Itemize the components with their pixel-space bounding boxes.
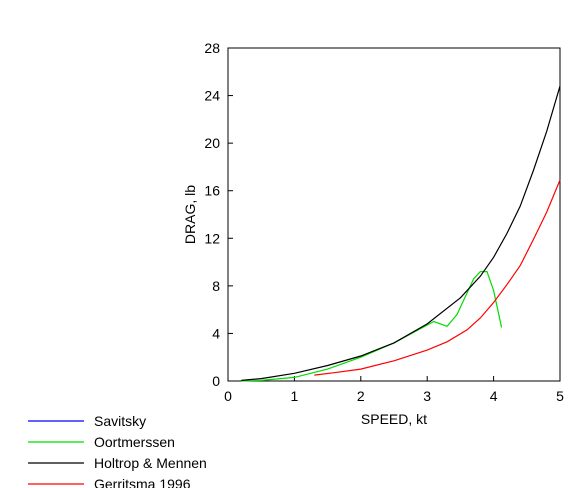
- series-lines: [241, 85, 561, 382]
- plot-border: [227, 47, 561, 382]
- y-tick-label: 24: [204, 88, 220, 104]
- x-axis-label: SPEED, kt: [361, 411, 427, 427]
- y-tick-label: 4: [212, 325, 220, 341]
- legend-label-oortmerssen: Oortmerssen: [94, 434, 175, 450]
- plot-area: [227, 47, 561, 382]
- x-tick-label: 4: [490, 388, 498, 404]
- y-tick-label: 16: [204, 183, 220, 199]
- x-tick-label: 2: [357, 388, 365, 404]
- y-tick-label: 8: [212, 278, 220, 294]
- series-line-gerritsma-1996: [314, 179, 561, 376]
- y-tick-label: 0: [212, 373, 220, 389]
- x-tick-label: 0: [224, 388, 232, 404]
- y-tick-label: 20: [204, 135, 220, 151]
- y-axis: 0 4 8 12 16 20 24 28: [204, 40, 233, 389]
- series-line-holtrop-mennen: [241, 85, 561, 381]
- x-axis: 0 1 2 3 4 5: [224, 376, 564, 404]
- x-tick-label: 5: [556, 388, 564, 404]
- y-tick-label: 28: [204, 40, 220, 56]
- y-tick-label: 12: [204, 230, 220, 246]
- y-axis-label: DRAG, lb: [182, 185, 198, 244]
- x-tick-label: 3: [423, 388, 431, 404]
- x-tick-label: 1: [291, 388, 299, 404]
- series-line-oortmerssen: [241, 271, 503, 382]
- legend-label-gerritsma-1996: Gerritsma 1996: [94, 476, 191, 488]
- legend-label-savitsky: Savitsky: [94, 413, 146, 429]
- legend: Savitsky Oortmerssen Holtrop & Mennen Gerri…: [28, 413, 207, 488]
- legend-label-holtrop-mennen: Holtrop & Mennen: [94, 455, 207, 471]
